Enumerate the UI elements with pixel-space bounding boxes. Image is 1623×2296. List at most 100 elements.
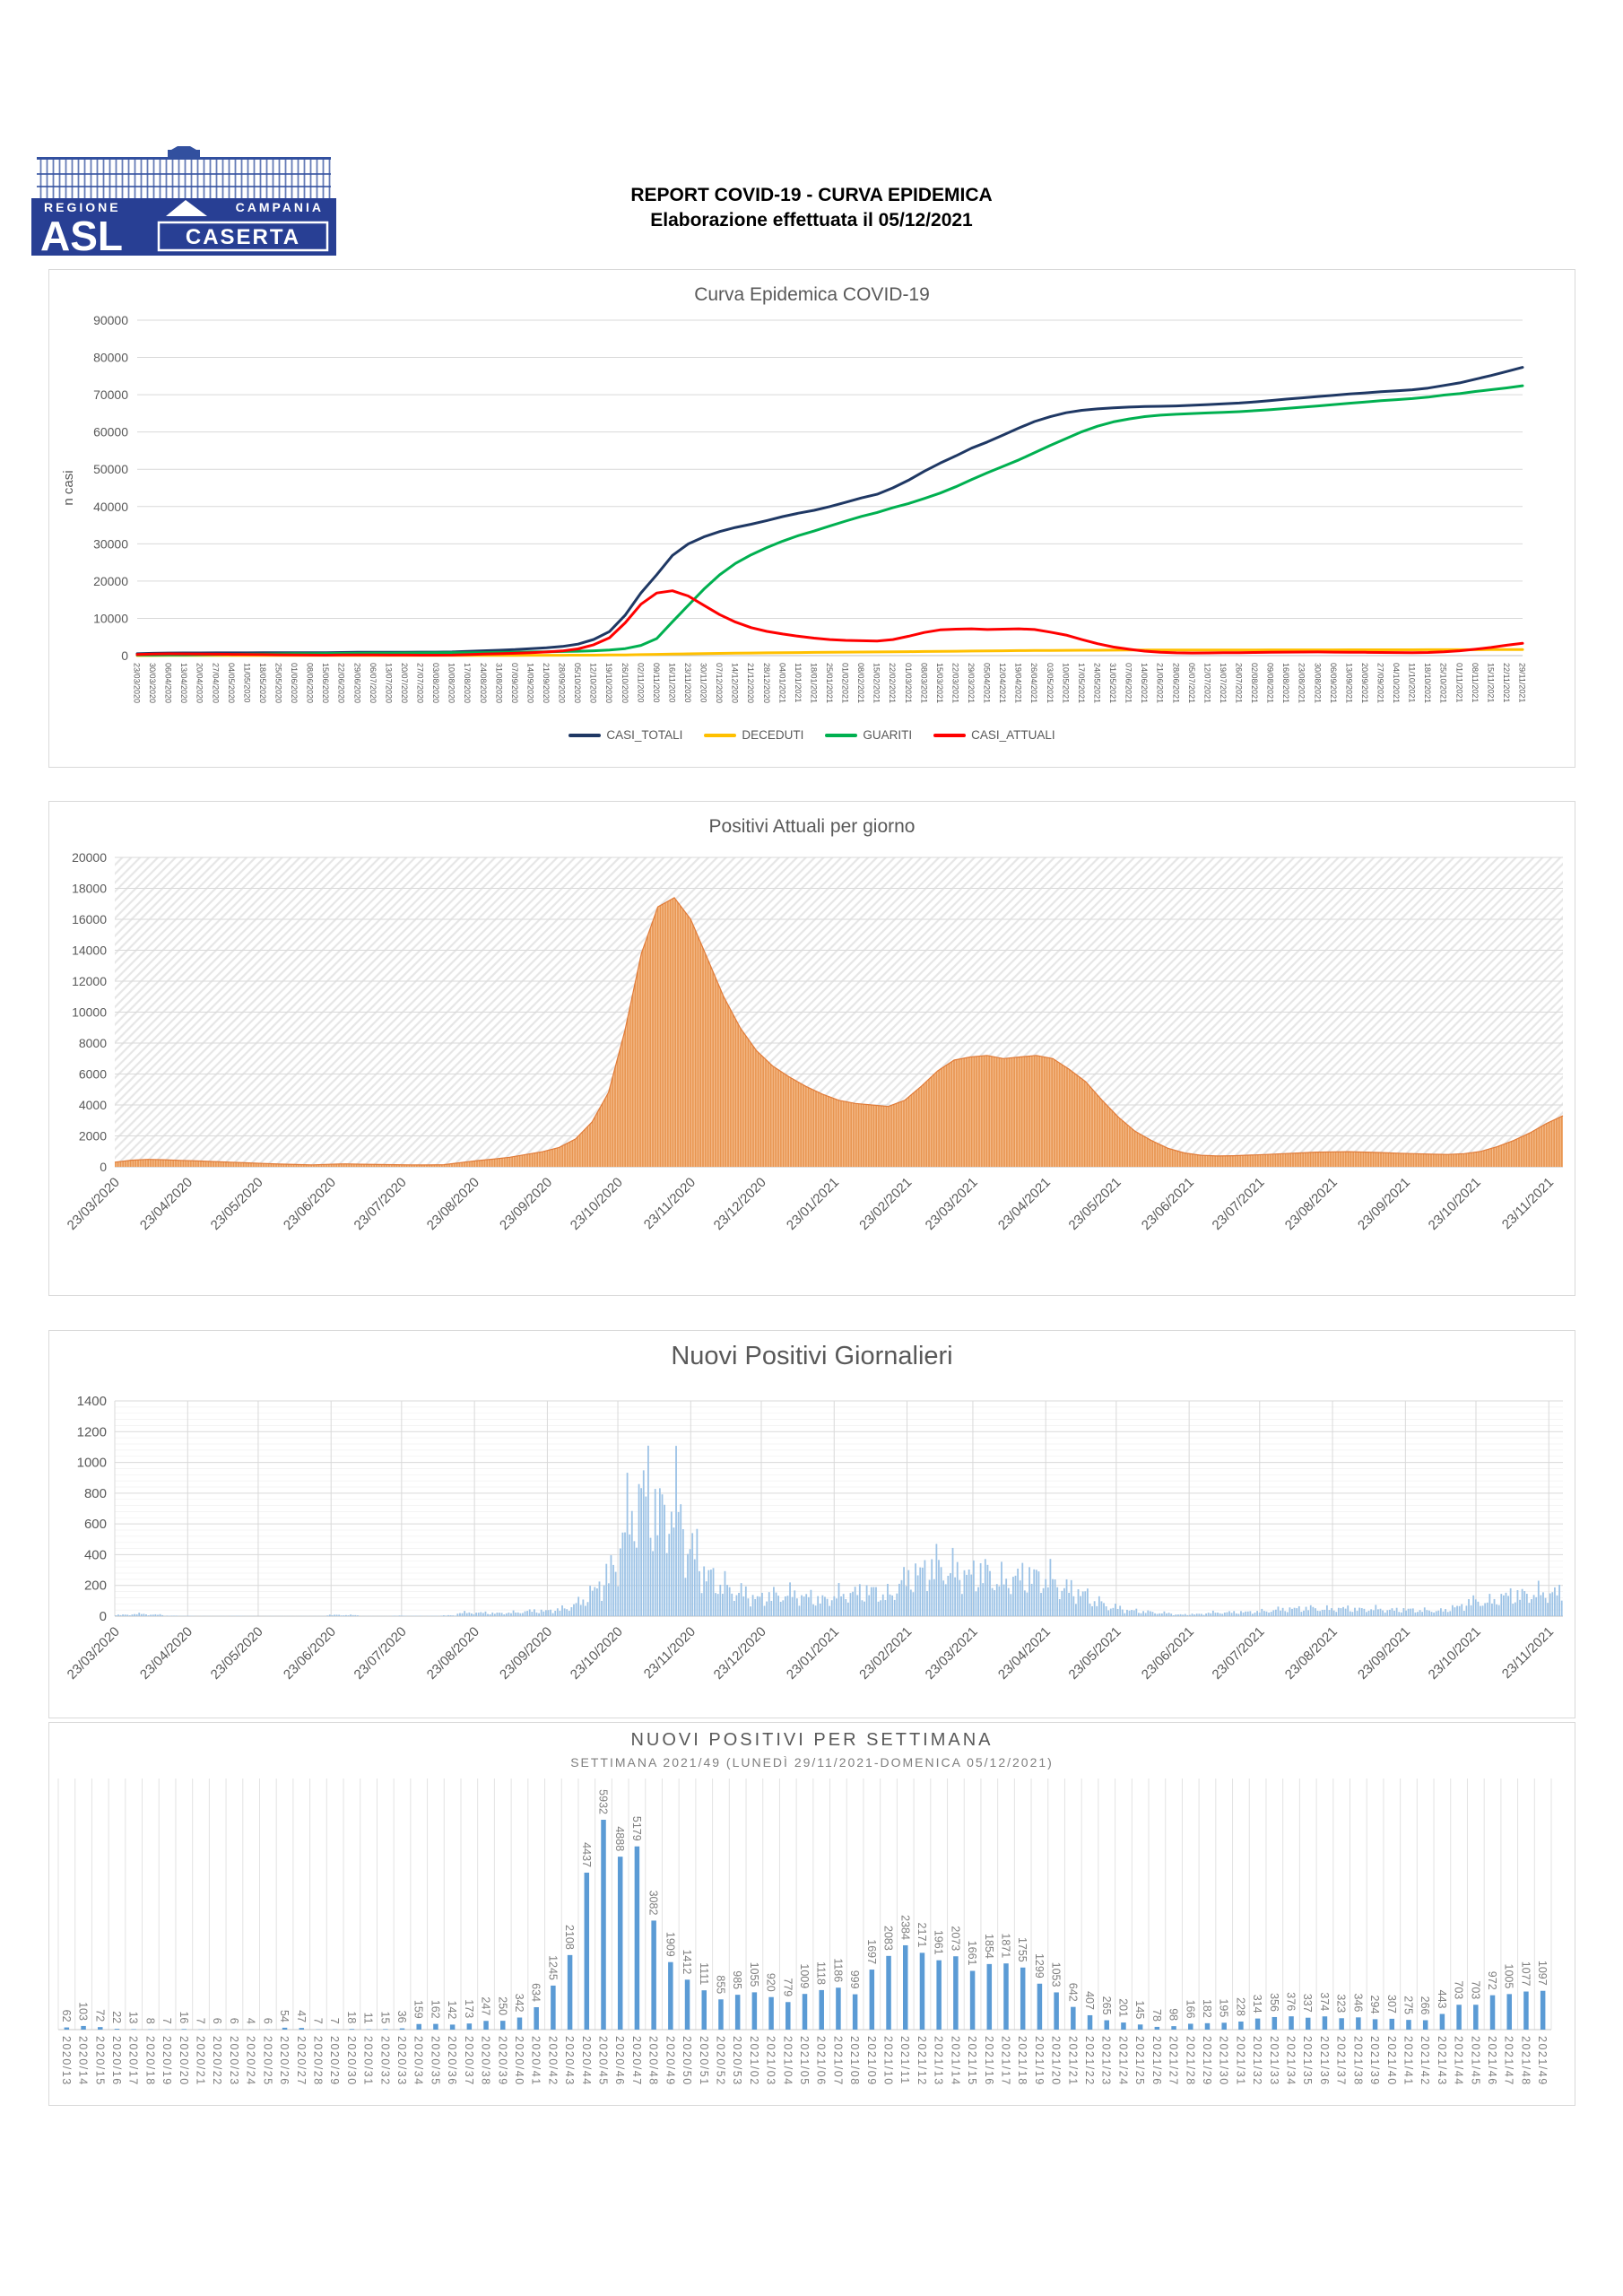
weekly-bar — [718, 1999, 724, 2030]
x-tick-label: 23/07/2021 — [1210, 1175, 1268, 1233]
y-tick-label: 0 — [100, 1609, 107, 1624]
y-tick-label: 10000 — [93, 611, 128, 625]
week-category-label: 2021/28 — [1184, 2036, 1196, 2086]
weekly-bar — [701, 1990, 707, 2030]
y-tick-label: 12000 — [72, 974, 107, 988]
week-category-label: 2021/08 — [848, 2036, 861, 2086]
week-category-label: 2020/38 — [480, 2036, 492, 2086]
x-tick-label: 23/10/2020 — [568, 1624, 626, 1683]
bar-value-label: 1077 — [1519, 1961, 1532, 1987]
week-category-label: 2021/03 — [765, 2036, 777, 2086]
bar-value-label: 5179 — [630, 1816, 643, 1841]
bar-value-label: 2073 — [949, 1926, 961, 1951]
bar-value-label: 182 — [1201, 1999, 1213, 2018]
weekly-bar — [1171, 2026, 1176, 2030]
bar-value-label: 145 — [1133, 2000, 1146, 2019]
weekly-bar — [551, 1985, 556, 2030]
weekly-bar — [433, 2023, 438, 2030]
weekly-bar — [1254, 2018, 1261, 2030]
x-tick-label: 12/07/2021 — [1202, 663, 1211, 703]
bar-value-label: 4437 — [580, 1842, 593, 1867]
weekly-bar — [1339, 2018, 1344, 2030]
bar-value-label: 7 — [311, 2018, 324, 2024]
weekly-bar — [1037, 1983, 1043, 2030]
x-tick-label: 15/11/2021 — [1486, 663, 1495, 702]
x-tick-label: 23/08/2021 — [1298, 663, 1306, 703]
bar-value-label: 173 — [463, 1999, 475, 2018]
week-category-label: 2020/45 — [597, 2036, 610, 2086]
legend-label: CASI_TOTALI — [606, 728, 683, 742]
weekly-bar — [584, 1872, 590, 2030]
bar-value-label: 166 — [1184, 2000, 1196, 2019]
chart-panel-nuovi-positivi-giornalieri: Nuovi Positivi Giornalieri 23/03/2020 23/… — [48, 1330, 1575, 1718]
weekly-bar — [1003, 1963, 1009, 2030]
x-tick-label: 02/11/2020 — [636, 663, 645, 702]
chart1-y-axis-title: n casi — [61, 470, 76, 505]
x-tick-label: 25/10/2021 — [1439, 663, 1448, 703]
week-category-label: 2020/29 — [328, 2036, 341, 2086]
chart1-legend: CASI_TOTALI DECEDUTI GUARITI CASI_ATTUALI — [49, 728, 1575, 742]
bar-value-label: 266 — [1419, 1996, 1431, 2015]
week-category-label: 2021/18 — [1016, 2036, 1028, 2086]
curva-epidemica-chart: 0 10000 20000 30000 40000 50000 60000 70000 8000… — [61, 313, 1527, 703]
x-tick-label: 06/04/2020 — [164, 663, 173, 703]
legend-label: CASI_ATTUALI — [971, 728, 1055, 742]
legend-swatch — [933, 733, 967, 737]
x-tick-label: 04/10/2021 — [1392, 663, 1401, 703]
week-category-label: 2021/37 — [1335, 2036, 1348, 2086]
weekly-bar — [751, 1992, 758, 2030]
series-line-guariti — [135, 384, 1524, 657]
weekly-bar — [1054, 1992, 1059, 2030]
bar-value-label: 1111 — [698, 1962, 710, 1985]
series-line-casi_attuali — [135, 589, 1524, 657]
bar-value-label: 337 — [1301, 1994, 1314, 2013]
x-tick-label: 20/04/2020 — [195, 663, 204, 703]
x-tick-label: 23/05/2020 — [208, 1624, 266, 1683]
week-category-label: 2021/27 — [1167, 2036, 1180, 2086]
bar-value-label: 634 — [530, 1983, 542, 2002]
area-outline — [114, 897, 1564, 1166]
y-tick-label: 0 — [100, 1160, 107, 1174]
x-tick-label: 07/09/2020 — [510, 663, 519, 703]
weekly-bar — [1372, 2019, 1378, 2030]
x-tick-label: 13/07/2020 — [384, 663, 393, 703]
x-tick-label: 05/10/2020 — [573, 663, 582, 703]
x-tick-label: 23/10/2020 — [568, 1175, 626, 1233]
area-positivi-attuali — [115, 897, 1563, 1167]
weekly-bar — [986, 1963, 993, 2030]
x-tick-label: 15/02/2021 — [872, 663, 881, 703]
week-category-label: 2021/02 — [748, 2036, 760, 2086]
weekly-bar — [282, 2027, 288, 2030]
week-category-label: 2020/36 — [446, 2036, 458, 2086]
x-tick-label: 26/04/2021 — [1029, 663, 1038, 703]
bar-value-label: 1661 — [966, 1941, 978, 1966]
x-tick-label: 06/07/2020 — [369, 663, 378, 703]
week-category-label: 2021/30 — [1218, 2036, 1230, 2086]
x-tick-label: 20/09/2021 — [1360, 663, 1369, 703]
weekly-bar — [936, 1960, 942, 2030]
legend-swatch — [568, 733, 602, 737]
bar-value-label: 265 — [1100, 1996, 1113, 2015]
y-tick-label: 10000 — [72, 1005, 107, 1020]
weekly-bar — [1020, 1967, 1026, 2030]
week-category-label: 2020/50 — [681, 2036, 693, 2086]
weekly-bar — [1271, 2016, 1278, 2030]
weekly-bar — [1238, 2022, 1244, 2030]
week-category-label: 2020/51 — [698, 2036, 710, 2086]
week-category-label: 2021/15 — [966, 2036, 978, 2086]
week-category-label: 2020/26 — [278, 2036, 291, 2086]
bar-value-label: 999 — [848, 1970, 861, 1989]
x-tick-label: 30/11/2020 — [699, 663, 708, 702]
weekly-bar — [483, 2021, 489, 2030]
weekly-bar — [181, 2029, 187, 2030]
x-tick-label: 23/09/2020 — [497, 1624, 555, 1683]
x-tick-label: 23/03/2021 — [923, 1624, 981, 1683]
x-tick-label: 08/03/2021 — [919, 663, 928, 703]
bar-value-label: 1299 — [1033, 1953, 1046, 1979]
x-tick-label: 23/09/2021 — [1355, 1175, 1413, 1233]
x-tick-label: 12/10/2020 — [589, 663, 598, 703]
chart3-plot-area: 23/03/2020 23/04/2020 23/05/2020 23/06/2020… — [65, 1394, 1563, 1683]
x-tick-label: 23/01/2021 — [784, 1624, 842, 1683]
x-tick-label: 23/03/2020 — [133, 663, 142, 703]
x-tick-label: 23/04/2020 — [137, 1175, 195, 1233]
